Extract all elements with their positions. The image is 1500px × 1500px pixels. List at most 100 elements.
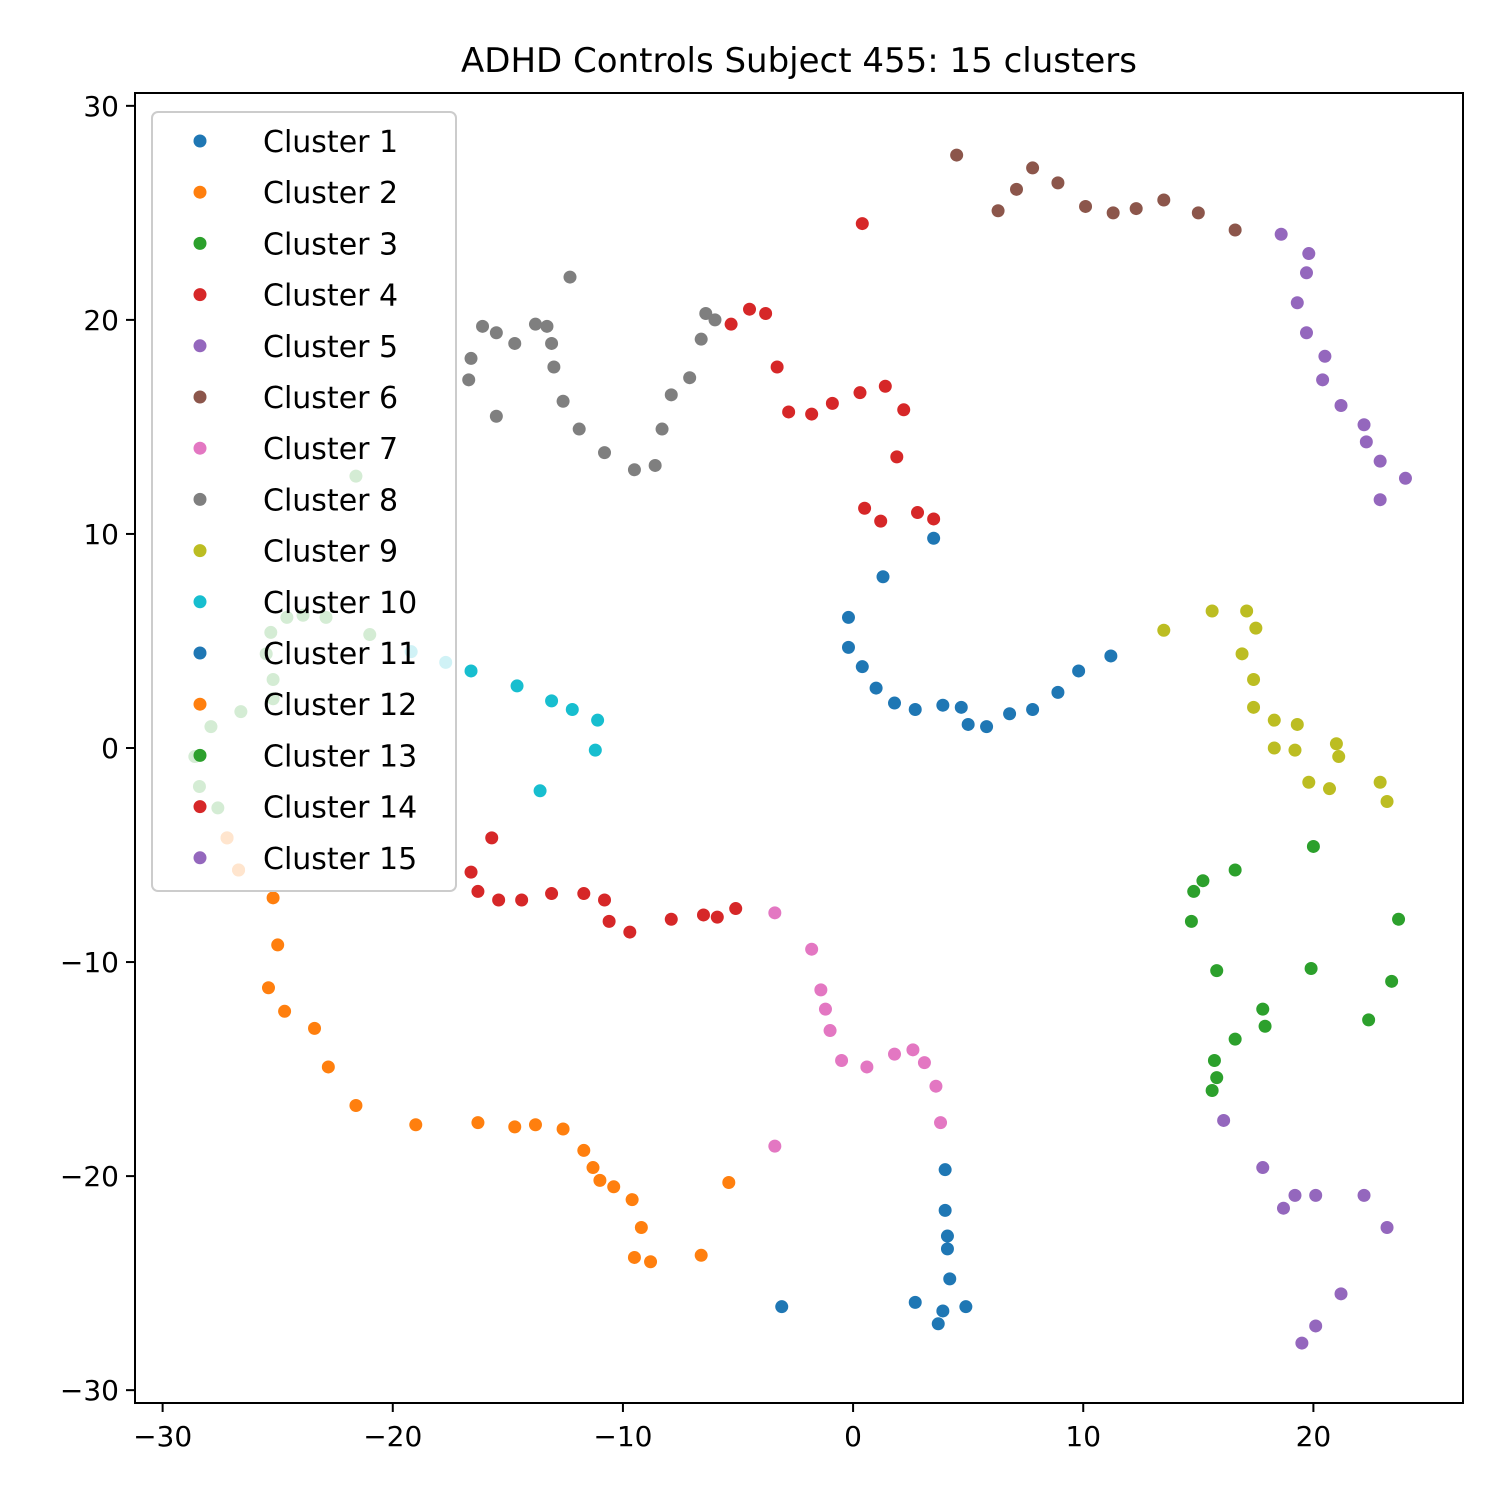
data-point-cluster-2 (271, 938, 285, 952)
data-point-cluster-8 (572, 422, 586, 436)
data-point-cluster-11 (943, 1272, 957, 1286)
data-point-cluster-1 (936, 698, 950, 712)
data-point-cluster-2 (627, 1250, 641, 1264)
legend-label-cluster-4: Cluster 4 (263, 279, 398, 314)
data-point-cluster-14 (471, 884, 485, 898)
data-point-cluster-2 (308, 1021, 322, 1035)
data-point-cluster-7 (768, 906, 782, 920)
data-point-cluster-3 (1228, 863, 1242, 877)
legend-label-cluster-8: Cluster 8 (263, 483, 398, 518)
data-point-cluster-7 (814, 983, 828, 997)
data-point-cluster-1 (1003, 707, 1017, 721)
data-point-cluster-5 (1299, 326, 1313, 340)
data-point-cluster-10 (533, 784, 547, 798)
data-point-cluster-2 (508, 1120, 522, 1134)
data-point-cluster-2 (634, 1220, 648, 1234)
data-point-cluster-8 (489, 326, 503, 340)
data-point-cluster-2 (644, 1255, 658, 1269)
data-point-cluster-7 (906, 1043, 920, 1057)
data-point-cluster-2 (556, 1122, 570, 1136)
data-point-cluster-3 (1392, 912, 1406, 926)
x-tick-label: −20 (363, 1420, 422, 1453)
data-point-cluster-9 (1373, 775, 1387, 789)
data-point-cluster-8 (556, 394, 570, 408)
data-point-cluster-11 (908, 1295, 922, 1309)
legend-label-cluster-10: Cluster 10 (263, 586, 417, 621)
legend-marker-cluster-13 (193, 748, 207, 762)
data-point-cluster-5 (1398, 471, 1412, 485)
chart-title: ADHD Controls Subject 455: 15 clusters (461, 41, 1137, 81)
data-point-cluster-5 (1274, 227, 1288, 241)
legend-marker-cluster-7 (193, 441, 207, 455)
data-point-cluster-14 (464, 865, 478, 879)
data-point-cluster-5 (1316, 373, 1330, 387)
data-point-cluster-4 (874, 514, 888, 528)
data-point-cluster-1 (961, 717, 975, 731)
data-point-cluster-11 (959, 1300, 973, 1314)
data-point-cluster-4 (853, 386, 867, 400)
data-point-cluster-3 (1362, 1013, 1376, 1027)
data-point-cluster-7 (835, 1054, 849, 1068)
data-point-cluster-4 (855, 217, 869, 231)
data-point-cluster-4 (782, 405, 796, 419)
data-point-cluster-10 (464, 664, 478, 678)
data-point-cluster-1 (980, 720, 994, 734)
data-point-cluster-5 (1334, 399, 1348, 413)
data-point-cluster-2 (722, 1176, 736, 1190)
data-point-cluster-1 (1026, 702, 1040, 716)
data-point-cluster-10 (545, 694, 559, 708)
data-point-cluster-11 (936, 1304, 950, 1318)
data-point-cluster-4 (878, 379, 892, 393)
legend-marker-cluster-12 (193, 697, 207, 711)
data-point-cluster-14 (545, 887, 559, 901)
data-point-cluster-9 (1332, 750, 1346, 764)
data-point-cluster-10 (591, 713, 605, 727)
data-point-cluster-8 (547, 360, 561, 374)
data-point-cluster-14 (485, 831, 499, 845)
data-point-cluster-1 (888, 696, 902, 710)
data-point-cluster-6 (1157, 193, 1171, 207)
data-point-cluster-14 (664, 912, 678, 926)
y-tick-label: −30 (60, 1374, 119, 1407)
data-point-cluster-9 (1247, 700, 1261, 714)
data-point-cluster-15 (1288, 1188, 1302, 1202)
data-point-cluster-8 (708, 313, 722, 327)
data-point-cluster-5 (1359, 435, 1373, 449)
data-point-cluster-14 (623, 925, 637, 939)
data-point-cluster-10 (510, 679, 524, 693)
data-point-cluster-2 (528, 1118, 542, 1132)
data-point-cluster-2 (349, 1098, 363, 1112)
data-point-cluster-4 (911, 506, 925, 520)
data-point-cluster-8 (489, 409, 503, 423)
y-tick-label: 30 (83, 90, 119, 123)
data-point-cluster-4 (927, 512, 941, 526)
x-axis: −30 −20 −10 0 10 20 (133, 1403, 1331, 1453)
legend-label-cluster-9: Cluster 9 (263, 535, 398, 570)
legend-marker-cluster-8 (193, 492, 207, 506)
data-point-cluster-1 (855, 660, 869, 674)
data-point-cluster-1 (1072, 664, 1086, 678)
legend-label-cluster-11: Cluster 11 (263, 637, 417, 672)
data-point-cluster-6 (1009, 182, 1023, 196)
legend-label-cluster-14: Cluster 14 (263, 791, 417, 826)
data-point-cluster-8 (563, 270, 577, 284)
data-point-cluster-9 (1380, 795, 1394, 809)
data-point-cluster-11 (938, 1163, 952, 1177)
data-point-cluster-9 (1205, 604, 1219, 618)
data-point-cluster-2 (321, 1060, 335, 1074)
legend: Cluster 1 Cluster 2 Cluster 3 Cluster 4 Clus… (151, 111, 457, 892)
data-point-cluster-14 (515, 893, 529, 907)
data-point-cluster-4 (805, 407, 819, 421)
data-point-cluster-3 (1210, 964, 1224, 978)
data-point-cluster-2 (577, 1143, 591, 1157)
data-point-cluster-6 (1079, 199, 1093, 213)
legend-marker-cluster-6 (193, 390, 207, 404)
data-point-cluster-9 (1302, 775, 1316, 789)
y-tick-label: −20 (60, 1160, 119, 1193)
data-point-cluster-8 (545, 336, 559, 350)
data-point-cluster-1 (841, 610, 855, 624)
data-point-cluster-7 (929, 1079, 943, 1093)
y-tick-label: 20 (83, 304, 119, 337)
data-point-cluster-2 (471, 1116, 485, 1130)
data-point-cluster-8 (648, 458, 662, 472)
